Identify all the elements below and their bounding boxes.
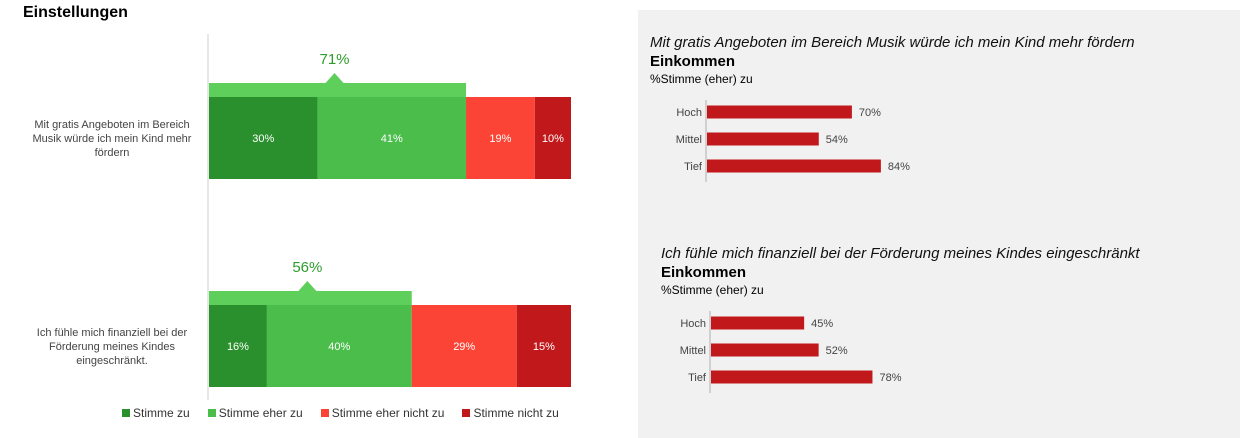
legend-swatch xyxy=(462,409,471,417)
income-bar xyxy=(707,132,819,146)
income-value-label: 84% xyxy=(888,161,910,173)
bar-segment xyxy=(411,305,517,387)
income-bar xyxy=(711,370,873,384)
summary-pointer xyxy=(325,73,344,83)
segment-value-label: 40% xyxy=(328,341,350,353)
legend-swatch xyxy=(207,409,216,417)
summary-total-label: 56% xyxy=(292,259,322,276)
segment-value-label: 16% xyxy=(227,341,249,353)
summary-total-bar xyxy=(209,291,412,305)
breakdown-title-1: Mit gratis Angeboten im Bereich Musik wü… xyxy=(650,34,1135,51)
bar-segment xyxy=(209,97,318,179)
category-label: Ich fühle mich finanziell bei der xyxy=(37,327,188,339)
income-bar xyxy=(711,316,805,330)
bar-segment xyxy=(516,305,571,387)
income-bar-chart-1: Hoch 70% Mittel 54% Tief 84% xyxy=(676,100,910,182)
chart-legend: Stimme zu Stimme eher zu Stimme eher nic… xyxy=(122,406,559,420)
summary-total-label: 71% xyxy=(319,51,349,68)
income-bar xyxy=(707,105,852,119)
income-breakdown-panel: Mit gratis Angeboten im Bereich Musik wü… xyxy=(638,10,1240,438)
stacked-bar-chart: Mit gratis Angeboten im Bereich Musik wür… xyxy=(33,34,571,400)
bar-segment xyxy=(209,305,267,387)
category-label: Hoch xyxy=(676,107,702,119)
income-bar xyxy=(711,343,819,357)
bar-segment xyxy=(317,97,467,179)
income-value-label: 70% xyxy=(859,107,881,119)
segment-value-label: 41% xyxy=(381,133,403,145)
summary-total-bar xyxy=(209,83,467,97)
segment-value-label: 19% xyxy=(489,133,511,145)
income-bar xyxy=(707,159,881,173)
category-label: Mittel xyxy=(676,134,702,146)
page-title: Einstellungen xyxy=(23,4,128,21)
category-label: Mittel xyxy=(680,345,706,357)
legend-item-stimme-eher-zu: Stimme eher zu xyxy=(207,406,303,420)
legend-swatch xyxy=(320,409,329,417)
category-label: eingeschränkt. xyxy=(76,355,148,367)
category-label: Tief xyxy=(688,372,707,384)
income-value-label: 45% xyxy=(811,318,833,330)
legend-label: Stimme eher zu xyxy=(218,406,303,420)
legend-label: Stimme eher nicht zu xyxy=(331,406,445,420)
breakdown-subtitle-1: Einkommen xyxy=(650,53,736,70)
category-label: Hoch xyxy=(680,318,706,330)
legend-item-stimme-zu: Stimme zu xyxy=(122,406,190,420)
legend-label: Stimme nicht zu xyxy=(473,406,559,420)
segment-value-label: 29% xyxy=(453,341,475,353)
bar-segment xyxy=(534,97,571,179)
legend-swatch xyxy=(122,409,130,417)
breakdown-note-2: %Stimme (eher) zu xyxy=(661,283,764,297)
income-value-label: 54% xyxy=(826,134,848,146)
legend-label: Stimme zu xyxy=(133,406,190,420)
legend-item-stimme-eher-nicht-zu: Stimme eher nicht zu xyxy=(320,406,445,420)
summary-pointer xyxy=(298,281,317,291)
category-label: Förderung meines Kindes xyxy=(49,341,175,353)
category-label: Mit gratis Angeboten im Bereich xyxy=(34,119,189,131)
segment-value-label: 30% xyxy=(252,133,274,145)
category-label: Tief xyxy=(684,161,703,173)
breakdown-title-2: Ich fühle mich finanziell bei der Förder… xyxy=(661,245,1140,262)
bar-segment xyxy=(266,305,412,387)
category-label: Musik würde ich mein Kind mehr xyxy=(33,133,192,145)
breakdown-note-1: %Stimme (eher) zu xyxy=(650,72,753,86)
legend-item-stimme-nicht-zu: Stimme nicht zu xyxy=(462,406,559,420)
income-value-label: 52% xyxy=(826,345,848,357)
bar-segment xyxy=(466,97,535,179)
category-label: fördern xyxy=(95,147,130,159)
segment-value-label: 10% xyxy=(542,133,564,145)
breakdown-subtitle-2: Einkommen xyxy=(661,264,747,281)
income-bar-chart-2: Hoch 45% Mittel 52% Tief 78% xyxy=(680,311,902,393)
income-value-label: 78% xyxy=(879,372,901,384)
segment-value-label: 15% xyxy=(533,341,555,353)
